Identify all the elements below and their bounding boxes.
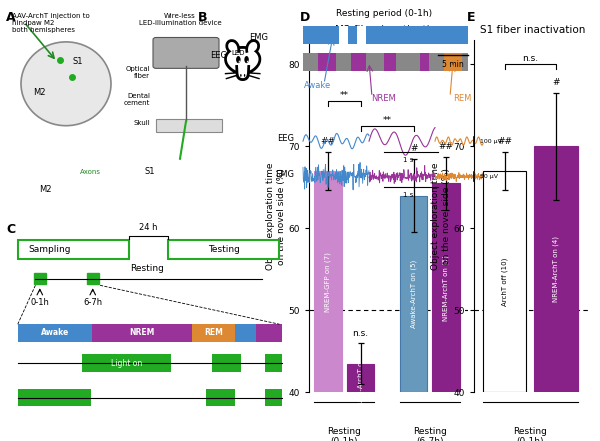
Title: M2 fiber inactivation: M2 fiber inactivation xyxy=(335,25,442,35)
Text: ArchT off (10): ArchT off (10) xyxy=(501,258,508,306)
Bar xyxy=(351,53,366,71)
Bar xyxy=(444,53,462,71)
Bar xyxy=(168,240,280,259)
Text: D: D xyxy=(300,11,310,24)
Text: **: ** xyxy=(383,55,392,64)
Bar xyxy=(193,324,235,341)
Text: n.s.: n.s. xyxy=(352,329,368,337)
Text: S1: S1 xyxy=(73,57,83,66)
Bar xyxy=(357,26,366,44)
Text: 0-1h: 0-1h xyxy=(31,298,49,307)
Bar xyxy=(82,355,170,372)
Bar xyxy=(92,324,193,341)
Text: 100 µV: 100 µV xyxy=(480,138,502,144)
Bar xyxy=(420,53,429,71)
Text: AAV-ArchT injection to
hindpaw M2
both hemispheres: AAV-ArchT injection to hindpaw M2 both h… xyxy=(12,13,90,33)
Text: NREM-ArchT on (4): NREM-ArchT on (4) xyxy=(553,236,559,303)
Text: NREM-ArchT on (5): NREM-ArchT on (5) xyxy=(443,255,449,321)
Text: **: ** xyxy=(383,116,392,125)
Text: 🐭: 🐭 xyxy=(221,45,265,87)
Text: #: # xyxy=(410,144,418,153)
Y-axis label: Object exploration time
on the novel side (%): Object exploration time on the novel sid… xyxy=(431,162,451,270)
Text: Resting
(0-1h): Resting (0-1h) xyxy=(514,427,547,441)
Text: 24 h: 24 h xyxy=(139,224,158,232)
Text: ##: ## xyxy=(497,137,512,146)
Bar xyxy=(384,53,396,71)
Bar xyxy=(156,119,222,132)
Text: M2: M2 xyxy=(33,88,45,97)
Title: S1 fiber inactivation: S1 fiber inactivation xyxy=(480,25,585,35)
Bar xyxy=(212,355,241,372)
Bar xyxy=(303,26,468,44)
Text: Resting: Resting xyxy=(130,265,164,273)
Bar xyxy=(318,53,336,71)
Bar xyxy=(314,171,342,392)
Text: Light on: Light on xyxy=(111,359,142,368)
Text: 5 min: 5 min xyxy=(442,60,464,68)
Text: REM: REM xyxy=(453,94,471,104)
Text: Resting
(0-1h): Resting (0-1h) xyxy=(328,427,361,441)
Text: Testing: Testing xyxy=(208,245,239,254)
Text: ##: ## xyxy=(439,142,454,151)
Bar xyxy=(347,364,374,392)
Text: EEG: EEG xyxy=(210,51,227,60)
Bar xyxy=(534,146,578,392)
Text: LED: LED xyxy=(231,50,245,56)
Text: NREM: NREM xyxy=(130,329,155,337)
Bar xyxy=(206,389,235,406)
Text: 1 s: 1 s xyxy=(403,157,413,163)
Text: ##: ## xyxy=(320,137,335,146)
Bar xyxy=(303,53,468,71)
Text: Wire-less
LED-illumination device: Wire-less LED-illumination device xyxy=(139,13,221,26)
FancyBboxPatch shape xyxy=(153,37,219,68)
Text: **: ** xyxy=(340,91,349,101)
Bar xyxy=(265,355,283,372)
Text: A: A xyxy=(6,11,16,24)
Text: NREM-ArchT on (6): NREM-ArchT on (6) xyxy=(357,345,364,411)
Bar xyxy=(400,195,427,392)
Text: EMG: EMG xyxy=(249,33,268,42)
Ellipse shape xyxy=(21,42,111,126)
Bar xyxy=(444,53,462,71)
Text: 1 s: 1 s xyxy=(403,192,413,198)
Bar xyxy=(265,389,283,406)
Text: C: C xyxy=(6,223,15,235)
Bar xyxy=(18,240,130,259)
Bar xyxy=(483,171,526,392)
Bar xyxy=(339,26,348,44)
Text: Sampling: Sampling xyxy=(29,245,71,254)
Text: REM: REM xyxy=(204,329,223,337)
Bar xyxy=(87,273,98,284)
Text: Skull: Skull xyxy=(133,120,150,127)
Text: M2: M2 xyxy=(39,185,51,194)
Y-axis label: Object exploration time
on the novel side (%): Object exploration time on the novel sid… xyxy=(266,162,286,270)
Bar xyxy=(256,324,283,341)
Text: Awake-ArchT on (5): Awake-ArchT on (5) xyxy=(410,260,417,328)
Text: NREM: NREM xyxy=(371,94,397,104)
Bar xyxy=(235,324,256,341)
Bar xyxy=(433,183,460,392)
Text: Optical
fiber: Optical fiber xyxy=(125,66,150,79)
Text: Awake: Awake xyxy=(304,81,332,90)
Text: Resting period (0-1h): Resting period (0-1h) xyxy=(336,9,432,18)
Text: EMG: EMG xyxy=(275,170,294,179)
Text: 50 µV: 50 µV xyxy=(480,174,498,179)
Text: #: # xyxy=(553,78,560,87)
Text: S1: S1 xyxy=(145,168,155,176)
Text: Axons: Axons xyxy=(79,169,101,175)
Text: Dental
cement: Dental cement xyxy=(124,93,150,106)
Text: NREM-GFP on (7): NREM-GFP on (7) xyxy=(325,252,331,312)
Text: 6-7h: 6-7h xyxy=(83,298,102,307)
Bar xyxy=(34,273,46,284)
Text: B: B xyxy=(198,11,208,24)
Text: E: E xyxy=(467,11,475,24)
Text: Awake: Awake xyxy=(41,329,69,337)
Bar xyxy=(18,389,91,406)
Bar xyxy=(18,324,92,341)
Text: n.s.: n.s. xyxy=(522,55,538,64)
Text: Resting
(6-7h): Resting (6-7h) xyxy=(413,427,447,441)
Text: EEG: EEG xyxy=(277,135,294,143)
